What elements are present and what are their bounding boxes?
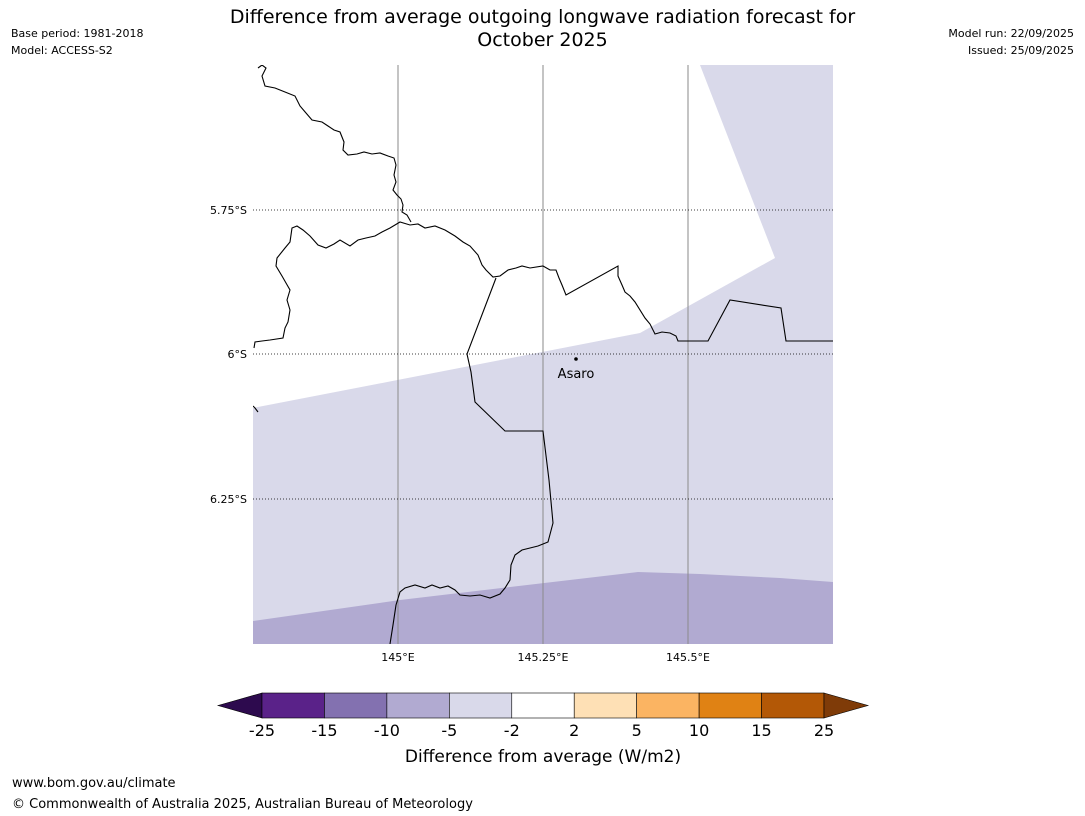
colorbar-extend-low [216,692,263,719]
footer: www.bom.gov.au/climate © Commonwealth of… [12,773,473,815]
colorbar-tick-label: -15 [311,721,337,740]
colorbar-swatch [573,692,637,719]
province-boundary-north [257,65,412,223]
lon-label-145-25: 145.25°E [518,651,569,664]
colorbar-swatch [324,692,388,719]
place-label-asaro: Asaro [558,367,595,382]
footer-url: www.bom.gov.au/climate [12,776,176,791]
title-line-2: October 2025 [477,29,608,51]
colorbar-swatch [386,692,450,719]
lon-labels: 145°E 145.25°E 145.5°E [381,651,710,664]
base-period-text: Base period: 1981-2018 [11,27,144,40]
colorbar-swatch [449,692,513,719]
lon-label-145: 145°E [381,651,414,664]
colorbar-swatch [698,692,762,719]
province-boundary-south [389,277,554,644]
meta-left: Base period: 1981-2018 Model: ACCESS-S2 [11,25,143,59]
province-boundary-west-stub [253,405,259,413]
colorbar-tick-label: 25 [814,721,834,740]
issued-text: Issued: 25/09/2025 [967,44,1074,57]
colorbar-label: Difference from average (W/m2) [405,747,681,767]
place-marker-asaro [574,357,578,361]
colorbar-swatch [761,692,825,719]
meta-right: Model run: 22/09/2025 Issued: 25/09/2025 [948,25,1074,59]
lon-label-145-5: 145.5°E [666,651,710,664]
colorbar-tick-label: 5 [632,721,642,740]
colorbar-swatch [261,692,325,719]
map-title: Difference from average outgoing longwav… [0,6,1085,52]
title-line-1: Difference from average outgoing longwav… [229,6,856,28]
colorbar-swatch [636,692,700,719]
model-run-text: Model run: 22/09/2025 [948,27,1074,40]
colorbar-tick-label: 15 [751,721,771,740]
colorbar-extend-high [823,692,870,719]
colorbar-tick-label: -25 [249,721,275,740]
lat-label-6: 6°S [228,348,247,361]
colorbar-tick-label: -10 [374,721,400,740]
colorbar-tick-label: -5 [441,721,457,740]
lat-labels: 5.75°S 6°S 6.25°S [210,204,247,506]
colorbar-swatches [216,692,870,719]
colorbar-ticks: -25 -15 -10 -5 -2 2 5 10 15 25 [249,721,834,740]
lat-label-6-25: 6.25°S [210,493,247,506]
footer-copyright: © Commonwealth of Australia 2025, Austra… [12,797,473,812]
map-content: Asaro [253,65,833,644]
colorbar-tick-label: -2 [504,721,520,740]
lat-label-5-75: 5.75°S [210,204,247,217]
province-boundary-main [253,221,833,349]
colorbar-swatch [511,692,575,719]
model-text: Model: ACCESS-S2 [11,44,113,57]
colorbar-tick-label: 10 [689,721,709,740]
colorbar-tick-label: 2 [569,721,579,740]
